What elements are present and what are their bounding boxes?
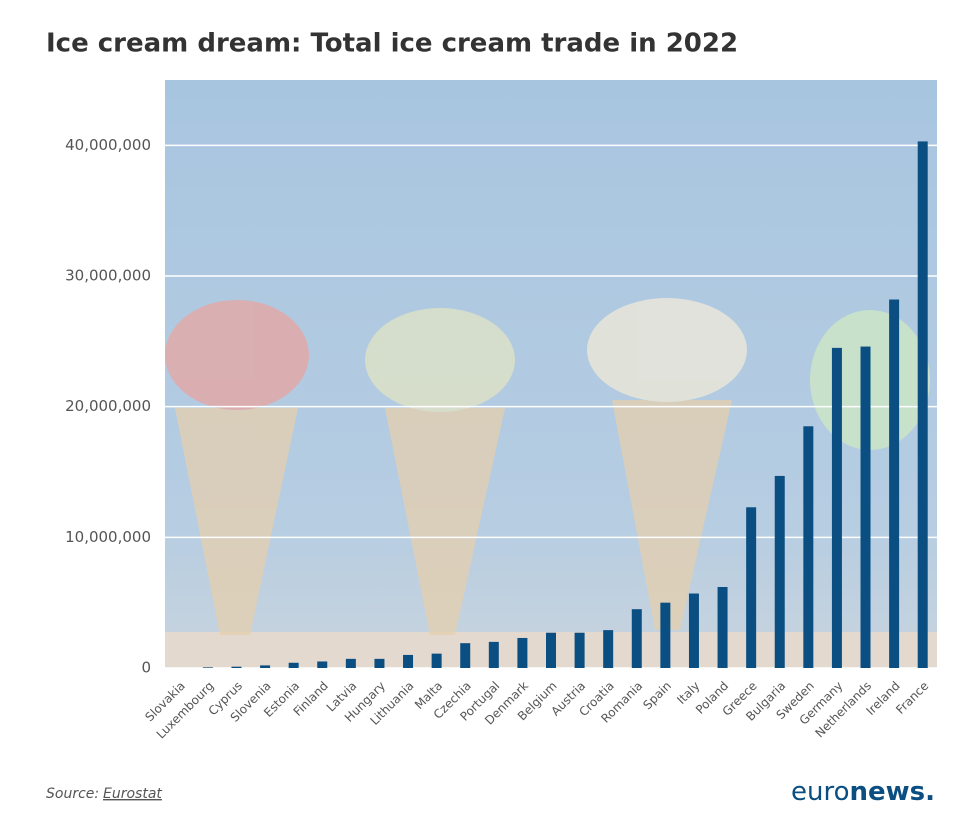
y-tick-label: 10,000,000 [65,528,151,546]
bar [717,586,728,668]
y-tick-label: 30,000,000 [65,267,151,285]
y-tick-label: 20,000,000 [65,397,151,415]
bar [860,346,871,668]
bar [202,667,213,668]
bar [574,632,585,668]
bar [403,654,414,668]
bar [288,662,299,668]
logo-part: euro [791,777,850,807]
x-tick-label: Spain [640,679,674,713]
source-label: Source: [46,786,99,802]
bar [917,141,928,668]
logo: euronews. [791,777,935,807]
bar [660,602,671,668]
bar [603,630,614,668]
chart-title: Ice cream dream: Total ice cream trade i… [46,29,738,59]
bar [889,299,900,668]
x-tick-label: France [893,679,931,717]
y-tick-label: 0 [141,659,151,677]
bar [831,347,842,668]
cones-decoration [165,298,930,635]
bar [546,632,556,668]
bar [260,665,271,668]
bar [688,593,699,668]
bar [460,643,471,668]
bar [803,426,814,668]
bar [345,658,356,668]
bar [517,637,528,668]
bar [317,661,328,668]
logo-part: news. [849,777,935,807]
bar [374,658,385,668]
bar [774,475,785,668]
bar [488,641,499,668]
bar [431,653,442,668]
bar [631,609,642,668]
bar [746,507,757,668]
y-tick-label: 40,000,000 [65,136,151,154]
source-link[interactable]: Eurostat [103,786,162,802]
bar [231,666,242,668]
